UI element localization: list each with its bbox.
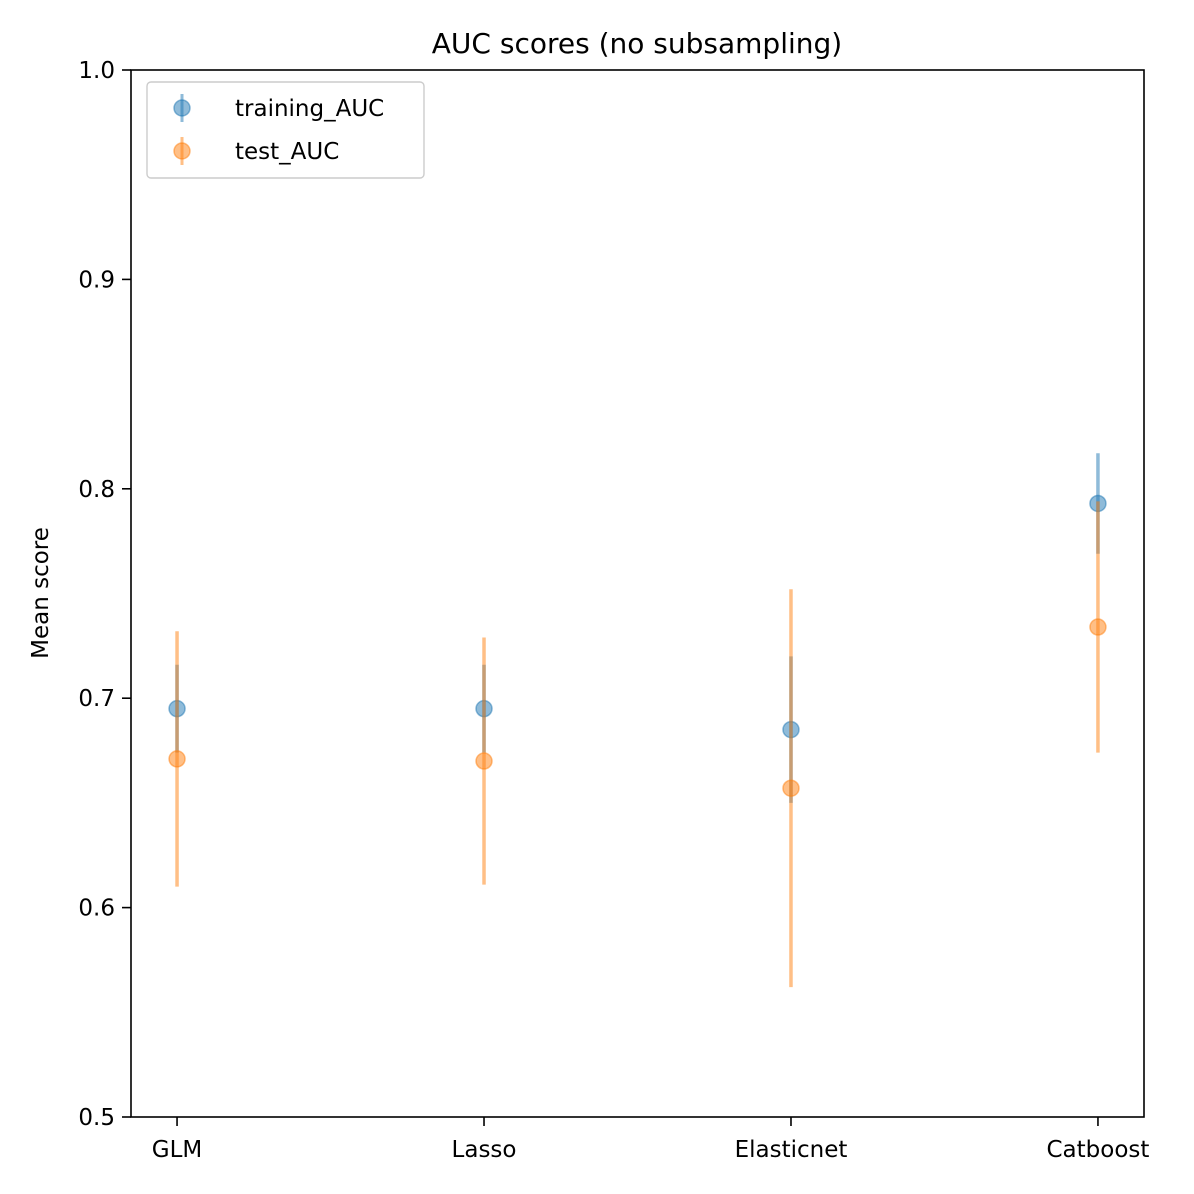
y-tick-label: 0.5 [78,1105,115,1131]
y-tick-label: 0.6 [78,896,115,922]
data-point [168,750,186,768]
plot-area [168,453,1107,988]
data-point [1089,618,1107,636]
legend-marker-test [173,142,191,160]
data-point [782,779,800,797]
x-tick-label: Elasticnet [735,1137,848,1163]
series-test_AUC [168,501,1107,988]
legend-label-training: training_AUC [235,96,384,122]
data-point [475,752,493,770]
x-tick-label: Lasso [452,1137,517,1163]
series-training_AUC [168,453,1107,803]
plot-frame [130,69,1145,1118]
y-axis: 0.5 0.6 0.7 0.8 0.9 1.0 [78,58,131,1131]
y-axis-label: Mean score [28,527,54,659]
y-tick-label: 0.9 [78,267,115,293]
legend-marker-training [173,99,191,117]
x-axis: GLM Lasso Elasticnet Catboost [152,1117,1149,1163]
legend-label-test: test_AUC [235,139,339,165]
chart-title: AUC scores (no subsampling) [432,27,842,60]
legend-box [146,81,425,179]
legend: training_AUC test_AUC [146,81,425,179]
y-tick-label: 1.0 [78,58,115,84]
x-tick-label: Catboost [1046,1137,1149,1163]
y-tick-label: 0.8 [78,477,115,503]
x-tick-label: GLM [152,1137,202,1163]
y-tick-label: 0.7 [78,686,115,712]
